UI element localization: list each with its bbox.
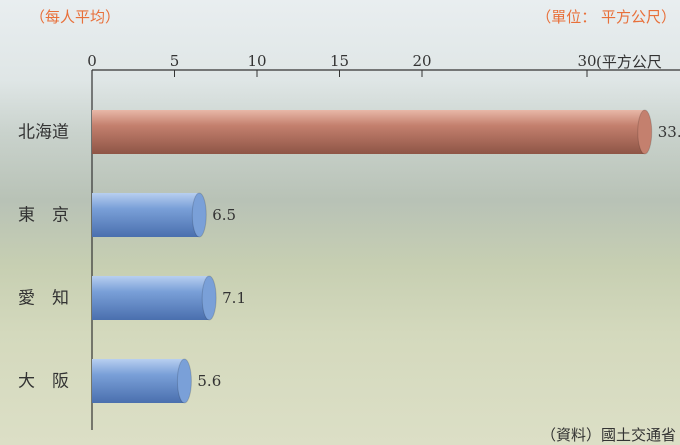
y-tick-label: 大 阪: [18, 372, 69, 392]
chart: （每人平均） （單位： 平方公尺） (平方公尺 （資料）國土交通省 0 5 10 15…: [0, 0, 680, 445]
bar-cap: [192, 193, 206, 237]
bar: [92, 359, 184, 403]
y-tick-label: 愛 知: [18, 289, 69, 309]
source: （資料）國土交通省: [541, 426, 676, 444]
x-tick-label: 15: [330, 52, 349, 70]
value-label: 6.5: [212, 206, 236, 224]
subtitle: （每人平均）: [30, 8, 120, 26]
unit-note: （單位： 平方公尺）: [536, 8, 676, 26]
x-unit: (平方公尺: [596, 53, 662, 71]
page: （每人平均） （單位： 平方公尺） (平方公尺 （資料）國土交通省 0 5 10 15…: [0, 0, 680, 445]
bar-cap: [177, 359, 191, 403]
bar: [92, 276, 209, 320]
bar-cap: [638, 110, 652, 154]
x-tick-label: 30: [577, 52, 596, 70]
x-tick-label: 5: [170, 52, 180, 70]
y-tick-label: 東 京: [18, 206, 69, 226]
bar-cap: [202, 276, 216, 320]
bar: [92, 193, 199, 237]
value-label: 5.6: [197, 372, 221, 390]
value-label: 33.5: [658, 123, 680, 141]
x-tick-label: 0: [87, 52, 97, 70]
x-tick-label: 10: [247, 52, 266, 70]
bar: [92, 110, 645, 154]
value-label: 7.1: [222, 289, 246, 307]
y-tick-label: 北海道: [18, 123, 69, 143]
x-tick-label: 20: [412, 52, 431, 70]
